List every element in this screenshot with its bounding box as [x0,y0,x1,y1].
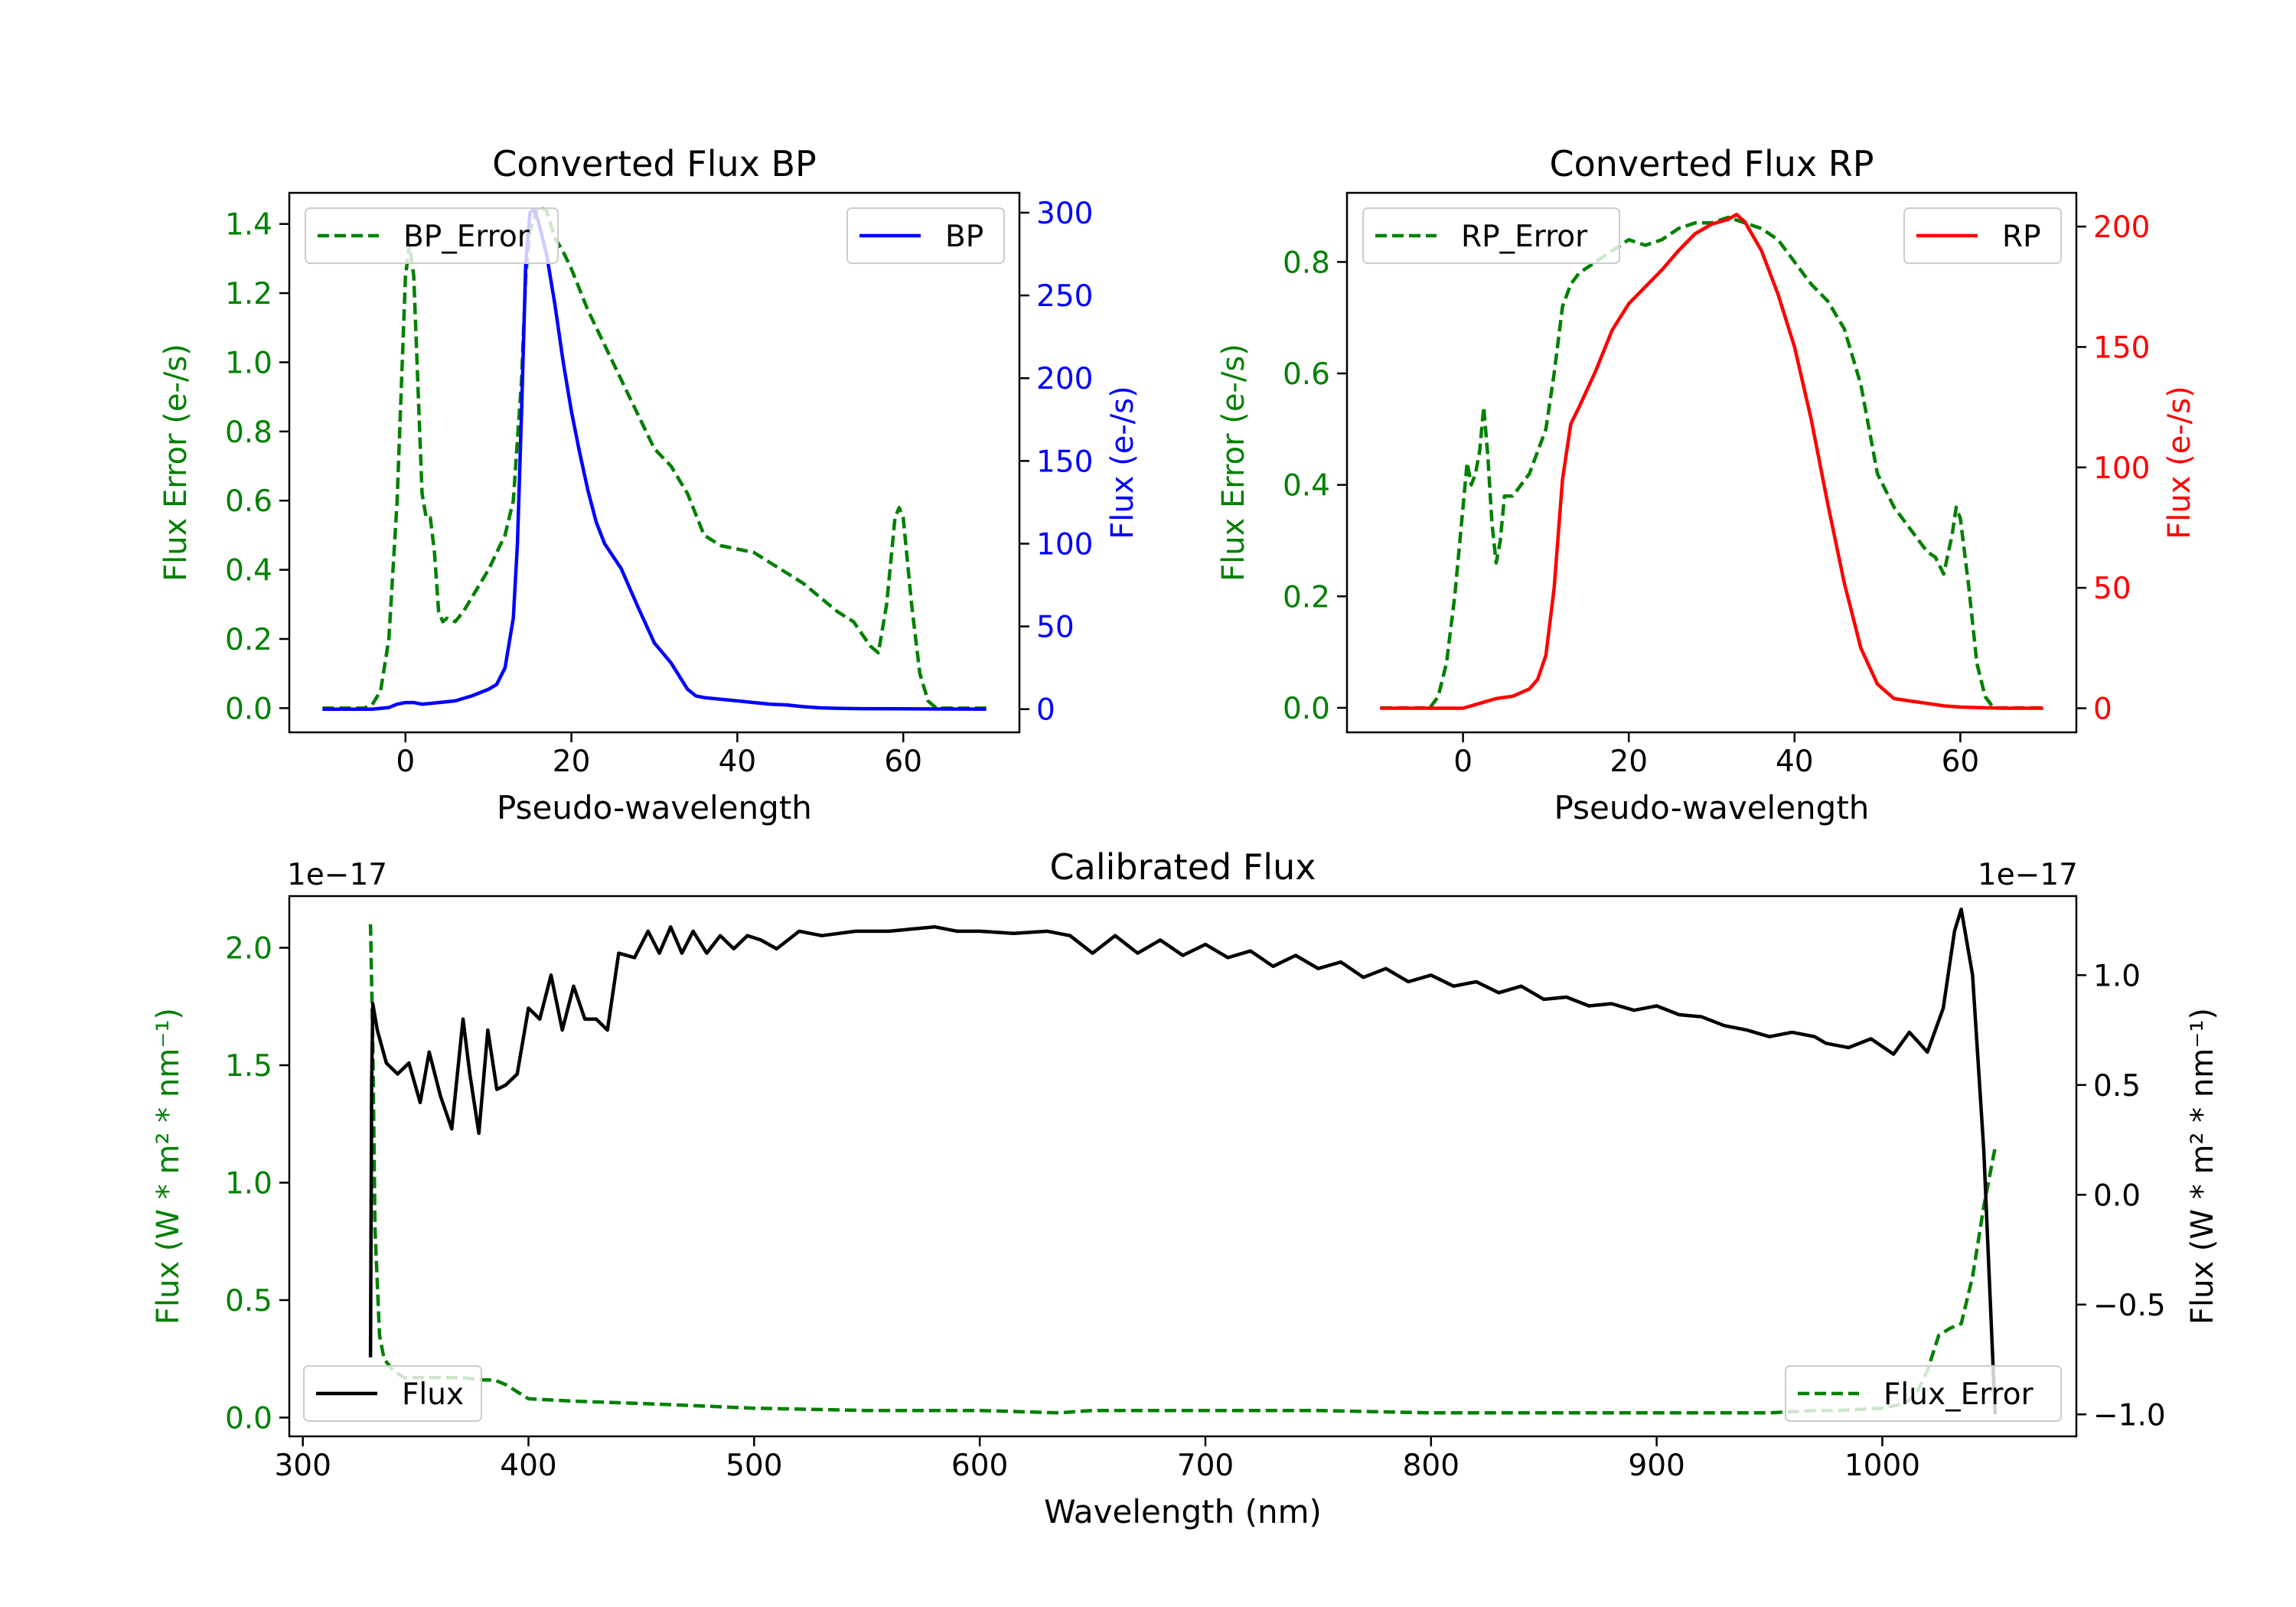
bp-right-y-axis-label: Flux (e-/s) [1105,386,1140,539]
calibrated-left-y-axis-label: Flux (W * m² * nm⁻¹) [151,1008,186,1325]
rp-right-y-tick-label: 200 [2093,210,2150,245]
rp-flux-line [1380,213,2043,710]
rp-right-y-tick-label: 50 [2093,572,2131,606]
bp-left-y-tick-label: 0.6 [225,484,272,519]
calibrated-right-y-tick-label: −0.5 [2093,1289,2166,1323]
calibrated-x-tick-label: 300 [274,1449,331,1483]
calibrated-legend-flux: Flux [303,1365,482,1422]
rp-left-y-tick-label: 0.0 [1283,692,1330,726]
rp-legend-flux-label: RP [2002,220,2041,254]
calibrated-left-y-tick-label: 2.0 [225,932,272,966]
bp-x-tick-label: 20 [553,745,591,779]
bp-plot-frame [288,191,1021,734]
calibrated-plot-frame [288,895,2078,1438]
bp-left-y-axis-label: Flux Error (e-/s) [158,344,194,582]
rp-left-y-axis-label: Flux Error (e-/s) [1216,344,1251,582]
rp-panel: Converted Flux RP 0 20 40 60 Pseudo-wavelengt… [1216,143,2197,826]
rp-left-y-tick-label: 0.8 [1283,246,1330,280]
calibrated-left-offset-label: 1e−17 [287,858,387,892]
rp-x-tick-label: 60 [1942,745,1980,779]
calibrated-right-y-axis-label: Flux (W * m² * nm⁻¹) [2185,1008,2220,1325]
bp-right-y-tick-label: 250 [1036,279,1093,314]
calibrated-right-y-tick-label: 0.5 [2093,1069,2141,1103]
rp-error-line [1380,215,2043,710]
bp-left-y-tick-label: 1.2 [225,277,272,311]
calibrated-right-y-tick-label: 1.0 [2093,959,2141,993]
calibrated-legend-flux-label: Flux [402,1377,464,1412]
rp-right-y-tick-label: 100 [2093,451,2150,486]
calibrated-legend-error: Flux_Error [1785,1365,2062,1422]
calibrated-x-tick-label: 700 [1177,1449,1234,1483]
calibrated-x-axis-label: Wavelength (nm) [1044,1493,1322,1530]
bp-right-y-tick-label: 50 [1036,611,1075,645]
bp-left-y-tick-label: 0.0 [225,692,272,726]
bp-left-y-tick-label: 0.2 [225,623,272,657]
rp-x-axis-label: Pseudo-wavelength [1554,789,1870,826]
bp-right-y-tick-label: 200 [1036,362,1093,396]
calibrated-x-tick-label: 500 [726,1449,782,1483]
bp-title: Converted Flux BP [492,143,817,184]
rp-x-tick-label: 20 [1609,745,1648,779]
rp-x-tick-label: 40 [1776,745,1814,779]
calibrated-legend-error-box [1785,1365,2062,1422]
rp-plot-frame [1345,191,2078,734]
rp-legend-error-box [1362,207,1620,264]
rp-legend-error-label: RP_Error [1461,220,1588,254]
rp-left-y-tick-label: 0.4 [1283,469,1330,504]
bp-legend-error: BP_Error [305,207,559,264]
calibrated-right-y-tick-label: 0.0 [2093,1178,2141,1213]
bp-panel: Converted Flux BP 0 20 40 60 Pseudo-wavelengt… [158,143,1140,826]
rp-right-y-tick-label: 150 [2093,331,2150,365]
rp-right-y-tick-label: 0 [2093,693,2112,727]
bp-legend-error-label: BP_Error [403,220,530,254]
rp-x-tick-label: 0 [1453,745,1473,779]
bp-legend-flux-box [846,207,1005,264]
bp-right-y-tick-label: 100 [1036,527,1093,562]
calibrated-legend-error-label: Flux_Error [1883,1377,2034,1412]
calibrated-left-y-tick-label: 0.5 [225,1284,272,1319]
calibrated-left-y-tick-label: 1.5 [225,1049,272,1084]
calibrated-legend-flux-box [303,1365,482,1422]
bp-x-tick-label: 40 [719,745,757,779]
calibrated-x-tick-label: 600 [951,1449,1008,1483]
calibrated-title: Calibrated Flux [1050,846,1316,888]
bp-x-axis-label: Pseudo-wavelength [497,789,812,826]
bp-right-y-tick-label: 0 [1036,693,1055,728]
bp-legend-flux: BP [846,207,1005,264]
bp-left-y-tick-label: 1.0 [225,346,272,380]
bp-left-y-tick-label: 0.4 [225,554,272,588]
bp-flux-line [322,207,987,711]
bp-legend-flux-label: BP [945,220,983,254]
rp-legend-flux-box [1903,207,2062,264]
rp-legend-error: RP_Error [1362,207,1620,264]
calibrated-flux-line [368,907,1998,1415]
bp-right-y-tick-label: 150 [1036,445,1093,479]
calibrated-x-tick-label: 400 [500,1449,556,1483]
calibrated-left-y-tick-label: 1.0 [225,1166,272,1201]
rp-right-y-axis-label: Flux (e-/s) [2162,386,2197,539]
rp-left-y-tick-label: 0.2 [1283,580,1330,614]
calibrated-x-tick-label: 800 [1403,1449,1459,1483]
calibrated-x-tick-label: 900 [1628,1449,1684,1483]
calibrated-left-y-tick-label: 0.0 [225,1401,272,1436]
bp-left-y-tick-label: 1.4 [225,208,272,243]
calibrated-x-tick-label: 1000 [1844,1449,1920,1483]
calibrated-panel: Calibrated Flux 300 400 500 600 700 800 900 1000… [151,846,2220,1530]
calibrated-right-y-tick-label: −1.0 [2093,1398,2166,1433]
bp-x-tick-label: 60 [884,745,922,779]
bp-x-tick-label: 0 [396,745,415,779]
bp-left-y-tick-label: 0.8 [225,416,272,450]
rp-legend-flux: RP [1903,207,2062,264]
rp-left-y-tick-label: 0.6 [1283,357,1330,392]
bp-legend-error-box [305,207,559,264]
bp-right-y-tick-label: 300 [1036,197,1093,231]
rp-title: Converted Flux RP [1550,143,1874,184]
calibrated-right-offset-label: 1e−17 [1978,858,2078,892]
bp-error-line [322,204,987,710]
